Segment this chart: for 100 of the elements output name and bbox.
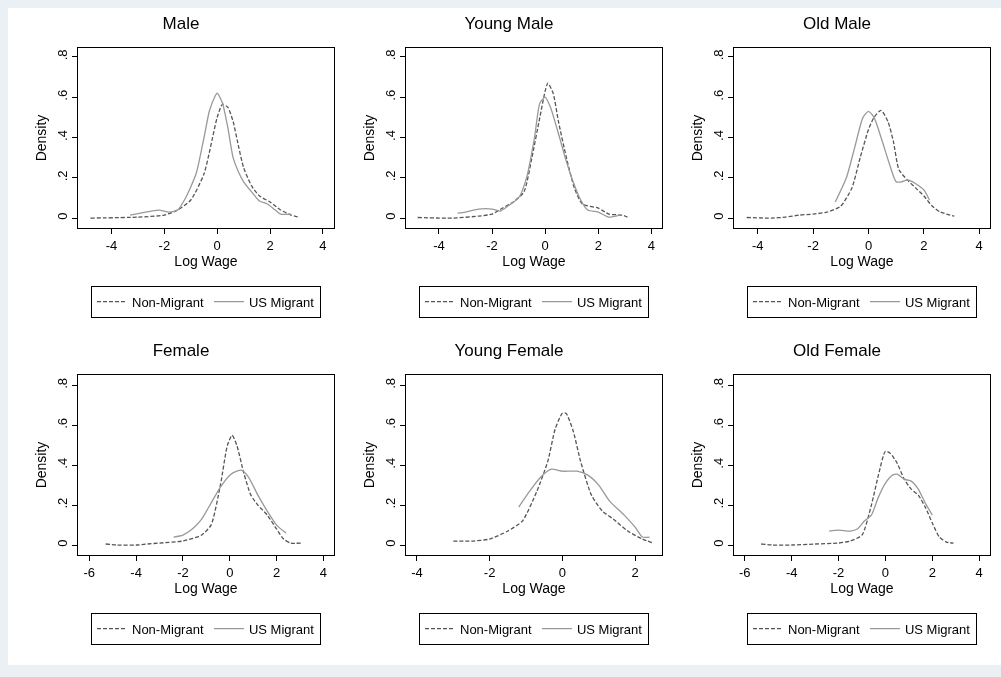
y-tick-label: 0	[710, 539, 726, 547]
x-tick-label: -4	[785, 564, 798, 580]
x-tick-label: -6	[739, 564, 751, 580]
y-tick-label: .2	[54, 497, 70, 509]
y-tick-label: .2	[382, 497, 398, 509]
x-tick-label: -4	[130, 564, 142, 580]
legend-label: Non-Migrant	[788, 621, 860, 637]
y-tick-label: .8	[382, 378, 398, 389]
y-tick-label: .6	[382, 89, 398, 101]
line-series	[828, 473, 933, 532]
x-tick-label: 0	[864, 237, 873, 253]
x-tick-label: -2	[177, 564, 189, 580]
y-axis-title: Density	[361, 114, 378, 162]
y-axis-title: Density	[33, 441, 50, 489]
x-axis-title: Log Wage	[830, 252, 894, 269]
y-tick-label: 0	[54, 212, 70, 220]
chart-title: Male	[162, 13, 200, 33]
x-tick-label: 2	[266, 237, 274, 253]
x-tick-label: -2	[158, 237, 171, 253]
y-tick-label: .8	[710, 378, 726, 389]
legend-label: Non-Migrant	[132, 621, 204, 637]
y-tick-label: .4	[710, 130, 726, 141]
x-tick-label: 0	[213, 237, 221, 253]
legend-label: US Migrant	[248, 621, 315, 637]
y-tick-label: .8	[710, 49, 726, 61]
x-tick-label: 2	[928, 564, 936, 580]
line-series	[104, 434, 304, 546]
x-tick-label: 0	[881, 564, 890, 580]
y-tick-label: 0	[54, 539, 70, 547]
line-series	[760, 450, 955, 546]
x-tick-label: 4	[647, 237, 655, 253]
x-tick-label: 0	[558, 564, 566, 580]
x-tick-label: -4	[433, 237, 445, 253]
x-tick-label: -2	[483, 564, 496, 580]
y-tick-label: .4	[382, 457, 398, 469]
legend-label: Non-Migrant	[460, 294, 532, 310]
x-tick-label: 2	[594, 237, 602, 253]
legend-label: US Migrant	[248, 294, 315, 310]
x-tick-label: 4	[319, 564, 328, 580]
y-tick-label: 0	[382, 539, 398, 547]
legend-label: Non-Migrant	[460, 621, 532, 637]
chart-title: Young Male	[464, 13, 554, 33]
y-tick-label: .8	[54, 378, 70, 389]
x-tick-label: -4	[752, 237, 764, 253]
line-series	[129, 92, 292, 216]
y-tick-label: .6	[382, 417, 398, 429]
y-tick-label: .4	[710, 457, 726, 469]
y-tick-label: .6	[710, 89, 726, 101]
x-tick-label: 4	[975, 564, 983, 580]
x-tick-label: -2	[486, 237, 498, 253]
y-tick-label: .4	[54, 457, 70, 469]
y-axis-title: Density	[689, 441, 706, 489]
line-series	[518, 468, 651, 538]
x-tick-label: -4	[105, 237, 118, 253]
x-tick-label: 0	[541, 237, 549, 253]
chart-title: Old Male	[802, 13, 872, 33]
y-tick-label: .2	[710, 170, 726, 182]
y-tick-label: .4	[54, 130, 70, 141]
y-tick-label: .6	[54, 417, 70, 429]
line-series	[452, 412, 654, 544]
chart-title: Old Female	[793, 340, 881, 360]
x-tick-label: 0	[226, 564, 234, 580]
y-tick-label: 0	[382, 212, 398, 220]
legend-label: US Migrant	[576, 294, 643, 310]
y-axis-title: Density	[33, 114, 50, 162]
chart-title: Female	[152, 340, 210, 360]
y-tick-label: .8	[54, 49, 70, 61]
x-tick-label: 2	[631, 564, 639, 580]
x-tick-label: -6	[83, 564, 96, 580]
y-tick-label: .6	[710, 417, 726, 429]
x-axis-title: Log Wage	[502, 579, 566, 596]
x-tick-label: 4	[319, 237, 327, 253]
x-axis-title: Log Wage	[502, 252, 566, 269]
legend-label: Non-Migrant	[132, 294, 204, 310]
legend-label: Non-Migrant	[788, 294, 860, 310]
y-tick-label: .2	[54, 170, 70, 182]
x-tick-label: 4	[975, 237, 983, 253]
y-axis-title: Density	[689, 114, 706, 162]
y-axis-title: Density	[361, 441, 378, 489]
legend-label: US Migrant	[904, 294, 971, 310]
line-series	[456, 96, 621, 218]
y-tick-label: .8	[382, 49, 398, 61]
line-series	[746, 109, 955, 219]
line-series	[89, 103, 300, 219]
x-tick-label: -2	[807, 237, 819, 253]
x-tick-label: -2	[832, 564, 845, 580]
x-tick-label: -4	[411, 564, 423, 580]
y-tick-label: .6	[54, 89, 70, 101]
x-tick-label: 2	[273, 564, 281, 580]
x-axis-title: Log Wage	[830, 579, 894, 596]
line-series	[172, 469, 287, 538]
line-series	[834, 110, 931, 203]
x-tick-label: 2	[920, 237, 928, 253]
line-series	[417, 82, 629, 219]
chart-title: Young Female	[454, 340, 564, 360]
y-tick-label: .4	[382, 130, 398, 141]
legend-label: US Migrant	[904, 621, 971, 637]
x-axis-title: Log Wage	[174, 252, 238, 269]
legend-label: US Migrant	[576, 621, 643, 637]
x-axis-title: Log Wage	[174, 579, 238, 596]
